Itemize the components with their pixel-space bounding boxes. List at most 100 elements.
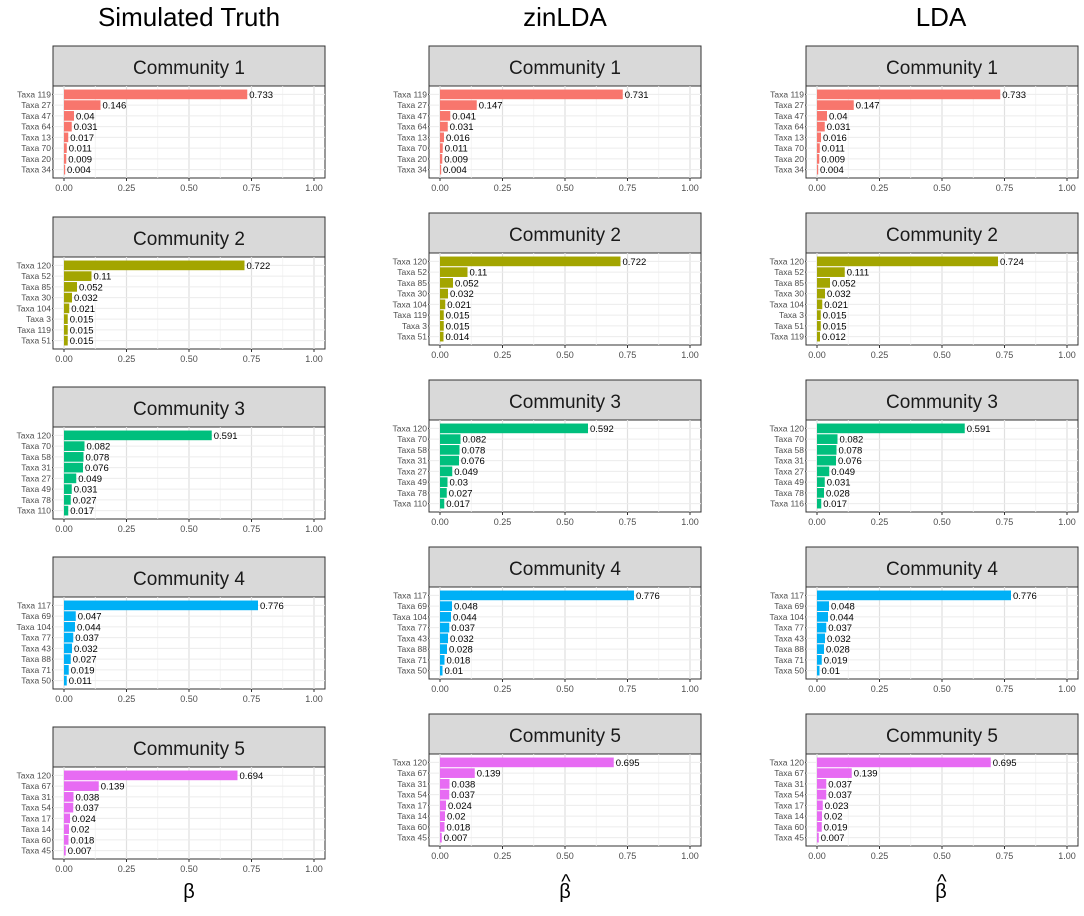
bar-value-label: 0.032: [74, 293, 98, 304]
y-tick-label: Taxa 50: [397, 666, 427, 676]
bar-taxa-43: [440, 633, 448, 644]
bar-value-label: 0.011: [69, 144, 92, 155]
y-tick-label: Taxa 27: [397, 100, 427, 110]
x-tick-label: 0.25: [871, 851, 889, 861]
bar-taxa-13: [440, 132, 444, 143]
y-tick-label: Taxa 110: [393, 499, 427, 509]
bar-value-label: 0.146: [103, 101, 127, 112]
bar-taxa-67: [817, 768, 852, 778]
x-tick-label: 0.00: [431, 183, 449, 193]
y-tick-label: Taxa 58: [774, 445, 804, 455]
y-tick-label: Taxa 110: [17, 506, 51, 516]
y-tick-label: Taxa 3: [402, 321, 427, 331]
y-tick-label: Taxa 34: [397, 165, 427, 175]
bar-value-label: 0.733: [1002, 90, 1026, 101]
x-tick-label: 0.75: [619, 517, 637, 527]
x-tick-label: 0.00: [808, 517, 826, 527]
bar-taxa-85: [817, 278, 830, 288]
x-tick-label: 0.75: [996, 350, 1014, 360]
facet-title: Community 3: [509, 392, 621, 413]
bar-taxa-70: [817, 434, 838, 444]
bar-value-label: 0.147: [479, 101, 503, 112]
bar-taxa-69: [817, 601, 829, 611]
bar-taxa-119: [440, 89, 623, 100]
facet-strip: [805, 713, 1079, 755]
bar-value-label: 0.028: [449, 645, 473, 656]
x-tick-label: 0.25: [118, 524, 136, 534]
y-tick-label: Taxa 119: [17, 325, 51, 335]
x-tick-label: 1.00: [681, 183, 699, 193]
y-tick-label: Taxa 78: [397, 488, 427, 498]
x-tick-label: 0.50: [556, 350, 574, 360]
bar-value-label: 0.139: [477, 769, 501, 780]
y-tick-label: Taxa 13: [774, 132, 804, 142]
x-tick-label: 0.75: [619, 350, 637, 360]
y-tick-label: Taxa 34: [774, 165, 804, 175]
bar-taxa-88: [64, 654, 71, 664]
bar-value-label: 0.031: [74, 485, 98, 496]
y-tick-label: Taxa 64: [774, 122, 804, 132]
y-tick-label: Taxa 67: [397, 768, 427, 778]
bar-taxa-51: [64, 335, 68, 346]
bar-taxa-120: [64, 770, 238, 781]
bar-taxa-69: [64, 611, 76, 621]
y-tick-label: Taxa 120: [17, 770, 52, 780]
bar-taxa-104: [64, 303, 70, 314]
bar-value-label: 0.021: [447, 300, 471, 311]
x-tick-label: 0.25: [494, 350, 512, 360]
x-tick-label: 0.25: [118, 694, 136, 704]
bar-taxa-60: [440, 822, 445, 832]
panel-col1-community-1: Community 1 Taxa 119 0.733 Taxa 27 0.146 Taxa…: [17, 45, 326, 193]
bar-taxa-120: [64, 260, 245, 271]
y-tick-label: Taxa 104: [393, 299, 428, 309]
y-tick-label: Taxa 30: [21, 293, 51, 303]
bar-value-label: 0.037: [828, 623, 852, 634]
y-tick-label: Taxa 120: [393, 757, 428, 767]
bar-value-label: 0.111: [847, 268, 869, 279]
facet-strip: [52, 726, 326, 768]
bar-taxa-78: [817, 488, 824, 498]
bar-value-label: 0.591: [214, 431, 238, 442]
y-tick-label: Taxa 17: [21, 813, 51, 823]
y-tick-label: Taxa 45: [774, 833, 804, 843]
x-tick-label: 0.00: [55, 694, 73, 704]
x-tick-label: 0.75: [243, 183, 261, 193]
panel-col2-community-1: Community 1 Taxa 119 0.731 Taxa 27 0.147 Taxa…: [393, 45, 702, 193]
x-tick-label: 1.00: [681, 517, 699, 527]
bar-taxa-64: [817, 121, 825, 132]
bar-taxa-51: [817, 321, 821, 331]
x-tick-label: 0.50: [180, 524, 198, 534]
facet-title: Community 4: [133, 569, 245, 590]
y-tick-label: Taxa 54: [21, 803, 51, 813]
y-tick-label: Taxa 70: [397, 434, 427, 444]
bar-value-label: 0.052: [832, 278, 856, 289]
bar-taxa-117: [440, 590, 634, 601]
bar-value-label: 0.024: [448, 801, 472, 812]
facet-title: Community 2: [509, 225, 621, 246]
y-tick-label: Taxa 70: [397, 143, 427, 153]
bar-taxa-45: [64, 845, 66, 856]
facet-strip: [428, 713, 702, 755]
bar-taxa-31: [817, 779, 827, 789]
y-tick-label: Taxa 20: [21, 154, 51, 164]
bar-value-label: 0.11: [470, 268, 488, 279]
bar-value-label: 0.023: [825, 801, 849, 812]
y-tick-label: Taxa 49: [774, 477, 804, 487]
x-axis-label-simulated-truth: β: [183, 881, 195, 903]
y-tick-label: Taxa 47: [774, 111, 804, 121]
facet-title: Community 1: [509, 58, 621, 79]
bar-value-label: 0.031: [74, 122, 98, 133]
bar-value-label: 0.007: [444, 833, 468, 844]
y-tick-label: Taxa 54: [397, 790, 427, 800]
bar-taxa-70: [440, 434, 461, 444]
x-tick-label: 0.00: [808, 350, 826, 360]
facet-strip: [52, 386, 326, 428]
bar-value-label: 0.695: [993, 758, 1017, 769]
bar-taxa-20: [817, 154, 820, 164]
bar-taxa-119: [817, 89, 1001, 100]
bar-value-label: 0.019: [824, 655, 848, 666]
bar-taxa-52: [64, 271, 92, 281]
bar-value-label: 0.037: [75, 803, 99, 814]
y-tick-label: Taxa 13: [397, 132, 427, 142]
panel-col3-community-4: Community 4 Taxa 117 0.776 Taxa 69 0.048 Taxa…: [770, 546, 1079, 694]
